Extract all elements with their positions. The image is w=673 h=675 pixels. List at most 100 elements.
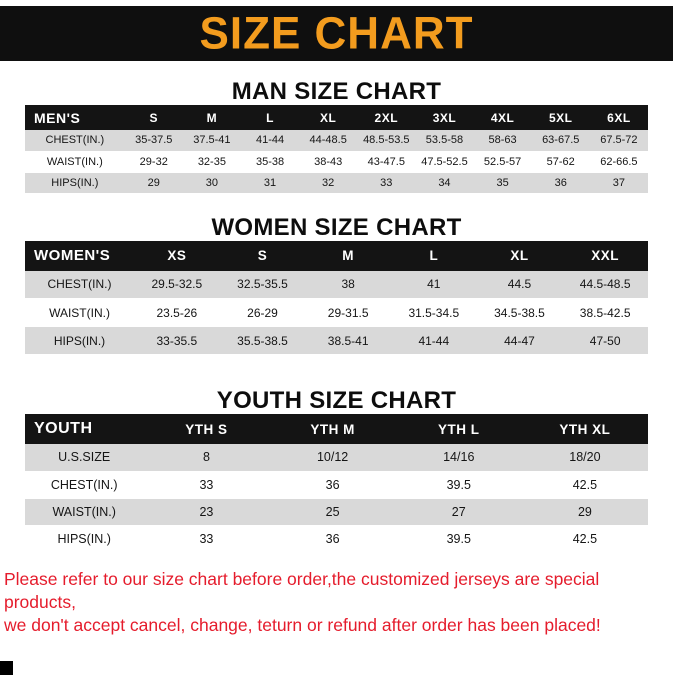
man-size-section: MAN SIZE CHART MEN'S S M L XL 2XL 3XL 4XL 5XL 6XL… xyxy=(0,79,673,194)
row-label-cell: HIPS(IN.) xyxy=(53,333,106,348)
size-value-cell: 33 xyxy=(380,176,393,189)
size-column-header: 4XL xyxy=(473,105,532,130)
size-value-cell: 47.5-52.5 xyxy=(421,155,468,168)
size-value-cell: 25 xyxy=(325,504,340,519)
youth-size-table: YOUTH YTH S YTH M YTH L YTH XL U.S.SIZE 8 10/12… xyxy=(25,414,648,553)
table-row: U.S.SIZE 8 10/12 14/16 18/20 xyxy=(25,444,648,471)
size-column-header: 5XL xyxy=(531,105,590,130)
size-value-cell: 41-44 xyxy=(255,134,285,147)
size-value-cell: 34.5-38.5 xyxy=(494,305,545,320)
row-label-cell: CHEST(IN.) xyxy=(50,477,118,492)
size-value-cell: 41 xyxy=(427,277,441,292)
size-value-cell: 23.5-26 xyxy=(156,305,198,320)
size-value-cell: 44-47 xyxy=(504,333,535,348)
size-value-cell: 38-43 xyxy=(314,155,343,168)
youth-size-section: YOUTH SIZE CHART YOUTH YTH S YTH M YTH L YTH… xyxy=(0,388,673,553)
size-value-cell: 63-67.5 xyxy=(542,134,580,147)
women-size-chart-heading: WOMEN SIZE CHART xyxy=(211,213,462,241)
size-value-cell: 29-32 xyxy=(139,155,168,168)
size-value-cell: 44-48.5 xyxy=(309,134,347,147)
size-value-cell: 52.5-57 xyxy=(483,155,522,168)
row-label-cell: WAIST(IN.) xyxy=(52,504,116,519)
row-label-cell: WAIST(IN.) xyxy=(49,305,110,320)
size-value-cell: 62-66.5 xyxy=(600,155,638,168)
women-size-section: WOMEN SIZE CHART WOMEN'S XS S M L XL XXL CHEST(… xyxy=(0,213,673,356)
men-size-table: MEN'S S M L XL 2XL 3XL 4XL 5XL 6XL CHEST(IN.) 35-37… xyxy=(25,105,648,194)
table-row: CHEST(IN.) 29.5-32.5 32.5-35.5 38 41 44.5 44.5… xyxy=(25,270,648,299)
size-value-cell: 33 xyxy=(199,477,214,492)
size-value-cell: 35-38 xyxy=(255,155,285,168)
man-size-chart-heading: MAN SIZE CHART xyxy=(231,78,442,105)
table-row: WAIST(IN.) 23 25 27 29 xyxy=(25,498,648,525)
size-value-cell: 44.5 xyxy=(507,277,532,292)
footer-note-line-2: we don't accept cancel, change, teturn o… xyxy=(4,614,601,635)
row-label-cell: U.S.SIZE xyxy=(58,450,111,465)
youth-size-chart-heading: YOUTH SIZE CHART xyxy=(216,387,457,414)
table-row: HIPS(IN.) 33 36 39.5 42.5 xyxy=(25,525,648,552)
row-label-cell: HIPS(IN.) xyxy=(57,531,111,546)
table-title-cell: YOUTH xyxy=(25,414,144,444)
table-title-cell: MEN'S xyxy=(25,105,125,130)
row-label-cell: CHEST(IN.) xyxy=(45,134,105,147)
table-title-cell: WOMEN'S xyxy=(25,240,135,271)
table-row: WAIST(IN.) 23.5-26 26-29 29-31.5 31.5-34.5 34… xyxy=(25,298,648,327)
size-value-cell: 36 xyxy=(554,176,567,189)
size-value-cell: 47-50 xyxy=(589,333,621,348)
size-value-cell: 43-47.5 xyxy=(367,155,405,168)
banner-title: SIZE CHART xyxy=(199,7,474,59)
size-value-cell: 67.5-72 xyxy=(600,134,638,147)
table-row: WAIST(IN.) 29-32 32-35 35-38 38-43 43-47.5 47.… xyxy=(25,151,648,172)
row-label-cell: HIPS(IN.) xyxy=(51,176,99,189)
size-value-cell: 33-35.5 xyxy=(156,333,198,348)
size-column-header: M xyxy=(305,240,391,271)
women-size-table: WOMEN'S XS S M L XL XXL CHEST(IN.) 29.5-32.5 32.5… xyxy=(25,240,648,356)
size-column-header: YTH XL xyxy=(521,414,648,444)
size-column-header: XL xyxy=(299,105,358,130)
size-value-cell: 10/12 xyxy=(316,450,349,465)
size-column-header: L xyxy=(390,240,477,271)
size-column-header: S xyxy=(219,240,306,271)
banner: SIZE CHART xyxy=(0,6,673,61)
size-value-cell: 53.5-58 xyxy=(425,134,464,147)
size-value-cell: 37.5-41 xyxy=(193,134,231,147)
size-value-cell: 33 xyxy=(199,531,214,546)
table-row: HIPS(IN.) 29 30 31 32 33 34 35 36 37 xyxy=(25,172,648,193)
table-header-row: WOMEN'S XS S M L XL XXL xyxy=(25,240,648,271)
size-column-header: XXL xyxy=(562,240,648,271)
size-value-cell: 38 xyxy=(341,277,355,292)
size-column-header: 2XL xyxy=(357,105,416,130)
size-value-cell: 36 xyxy=(325,477,340,492)
size-value-cell: 34 xyxy=(438,176,451,189)
size-value-cell: 23 xyxy=(199,504,214,519)
size-column-header: XS xyxy=(134,240,220,271)
size-column-header: YTH L xyxy=(395,414,522,444)
size-value-cell: 35-37.5 xyxy=(135,134,173,147)
size-value-cell: 31 xyxy=(263,176,277,189)
size-value-cell: 31.5-34.5 xyxy=(408,305,460,320)
size-value-cell: 27 xyxy=(451,504,466,519)
size-value-cell: 48.5-53.5 xyxy=(363,134,410,147)
size-value-cell: 39.5 xyxy=(446,477,471,492)
size-value-cell: 14/16 xyxy=(443,450,475,465)
size-value-cell: 29-31.5 xyxy=(327,305,369,320)
size-value-cell: 58-63 xyxy=(488,134,517,147)
size-value-cell: 32 xyxy=(322,176,335,189)
size-value-cell: 38.5-41 xyxy=(327,333,369,348)
size-value-cell: 26-29 xyxy=(247,305,278,320)
size-column-header: YTH S xyxy=(143,414,270,444)
size-column-header: M xyxy=(182,105,241,130)
size-value-cell: 30 xyxy=(205,176,218,189)
size-value-cell: 39.5 xyxy=(446,531,471,546)
size-value-cell: 37 xyxy=(612,176,626,189)
size-value-cell: 36 xyxy=(325,531,340,546)
size-column-header: YTH M xyxy=(269,414,396,444)
size-value-cell: 44.5-48.5 xyxy=(579,277,631,292)
size-value-cell: 41-44 xyxy=(418,333,450,348)
size-value-cell: 57-62 xyxy=(546,155,575,168)
table-row: CHEST(IN.) 35-37.5 37.5-41 41-44 44-48.5 48.5… xyxy=(25,130,648,151)
size-value-cell: 29 xyxy=(577,504,592,519)
size-column-header: 3XL xyxy=(415,105,474,130)
size-value-cell: 35.5-38.5 xyxy=(237,333,288,348)
size-value-cell: 42.5 xyxy=(572,531,598,546)
size-value-cell: 29 xyxy=(147,176,160,189)
